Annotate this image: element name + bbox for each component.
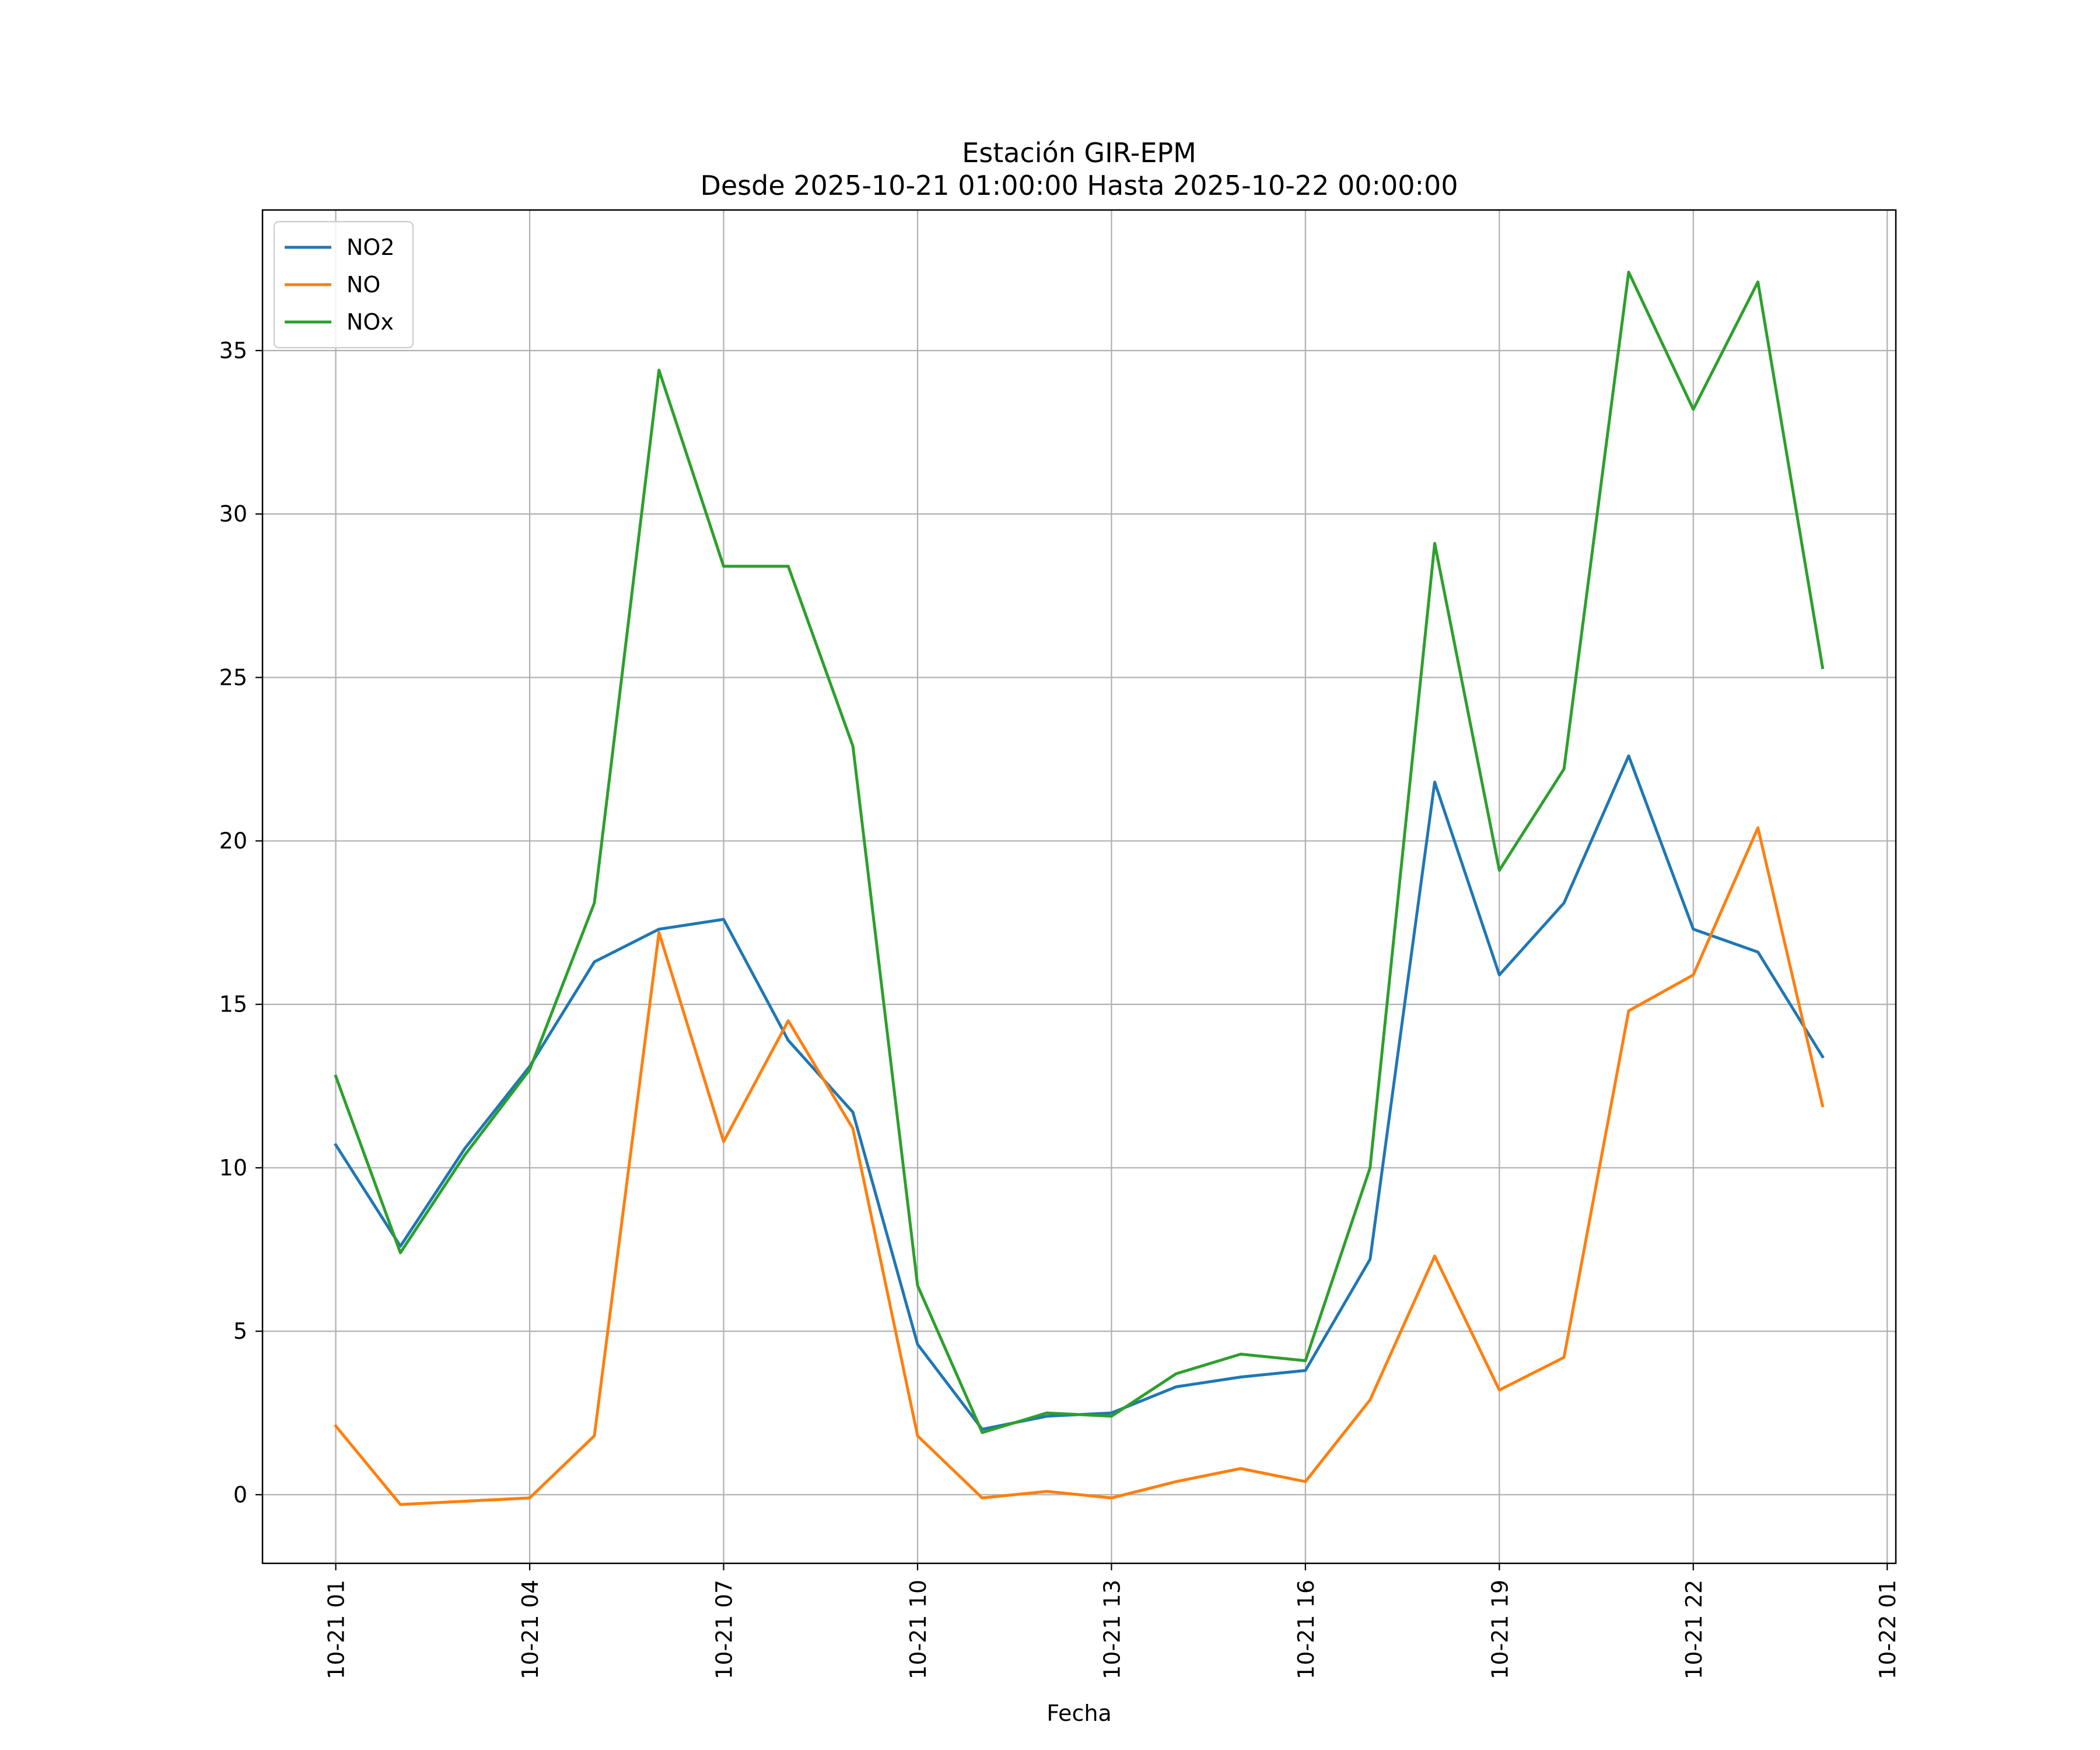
y-tick-label: 30 — [219, 501, 247, 527]
x-tick-label: 10-21 01 — [324, 1580, 349, 1679]
grid — [262, 210, 1896, 1563]
y-tick-label: 5 — [233, 1318, 247, 1344]
chart-title: Estación GIR-EPM — [962, 137, 1196, 169]
x-axis-ticks: 10-21 01 10-21 04 10-21 07 10-21 10 10-21 13… — [324, 1563, 1901, 1679]
y-tick-label: 20 — [219, 828, 247, 854]
x-tick-label: 10-21 10 — [905, 1580, 931, 1679]
y-tick-label: 10 — [219, 1155, 247, 1181]
x-tick-label: 10-21 22 — [1681, 1580, 1707, 1679]
series-line-no2 — [334, 754, 1825, 1431]
y-tick-label: 15 — [219, 992, 247, 1017]
chart-subtitle: Desde 2025-10-21 01:00:00 Hasta 2025-10-… — [700, 170, 1458, 201]
y-tick-label: 25 — [219, 664, 247, 690]
x-axis-label: Fecha — [1046, 1700, 1111, 1726]
y-axis-ticks: 0 5 10 15 20 25 30 35 — [219, 338, 262, 1507]
series-line-nox — [334, 271, 1825, 1434]
x-tick-label: 10-21 07 — [712, 1580, 737, 1679]
y-tick-label: 35 — [219, 338, 247, 363]
legend: NO2 NO NOx — [273, 220, 414, 349]
legend-box — [273, 220, 414, 349]
x-tick-label: 10-21 19 — [1487, 1580, 1513, 1679]
legend-label-nox: NOx — [346, 309, 394, 335]
x-tick-label: 10-21 16 — [1293, 1580, 1319, 1679]
series-lines — [334, 271, 1825, 1506]
series-line-no — [334, 826, 1825, 1506]
legend-label-no2: NO2 — [346, 235, 395, 260]
x-tick-label: 10-21 13 — [1099, 1580, 1125, 1679]
legend-label-no: NO — [346, 272, 380, 298]
y-tick-label: 0 — [233, 1482, 247, 1507]
plot-frame — [261, 209, 1897, 1564]
x-tick-label: 10-21 04 — [517, 1580, 543, 1679]
x-tick-label: 10-22 01 — [1875, 1580, 1901, 1679]
